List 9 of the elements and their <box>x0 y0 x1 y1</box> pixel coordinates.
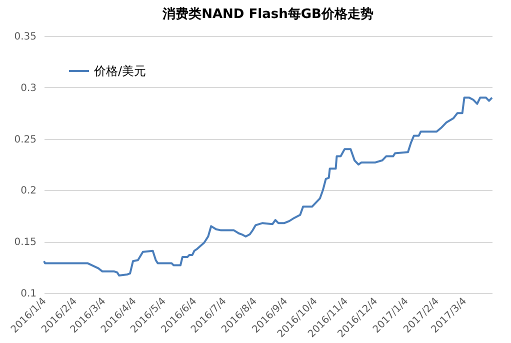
y-tick-label: 0.25 <box>14 134 36 146</box>
y-tick-label: 0.1 <box>20 288 36 300</box>
y-tick-label: 0.15 <box>14 237 36 248</box>
line-series <box>43 96 493 277</box>
chart-title: 消费类NAND Flash每GB价格走势 <box>162 6 374 22</box>
y-tick-label: 0.2 <box>20 186 36 197</box>
y-tick-label: 0.3 <box>20 82 36 94</box>
y-tick-label: 0.35 <box>14 32 36 42</box>
legend-label: 价格/美元 <box>93 64 146 78</box>
